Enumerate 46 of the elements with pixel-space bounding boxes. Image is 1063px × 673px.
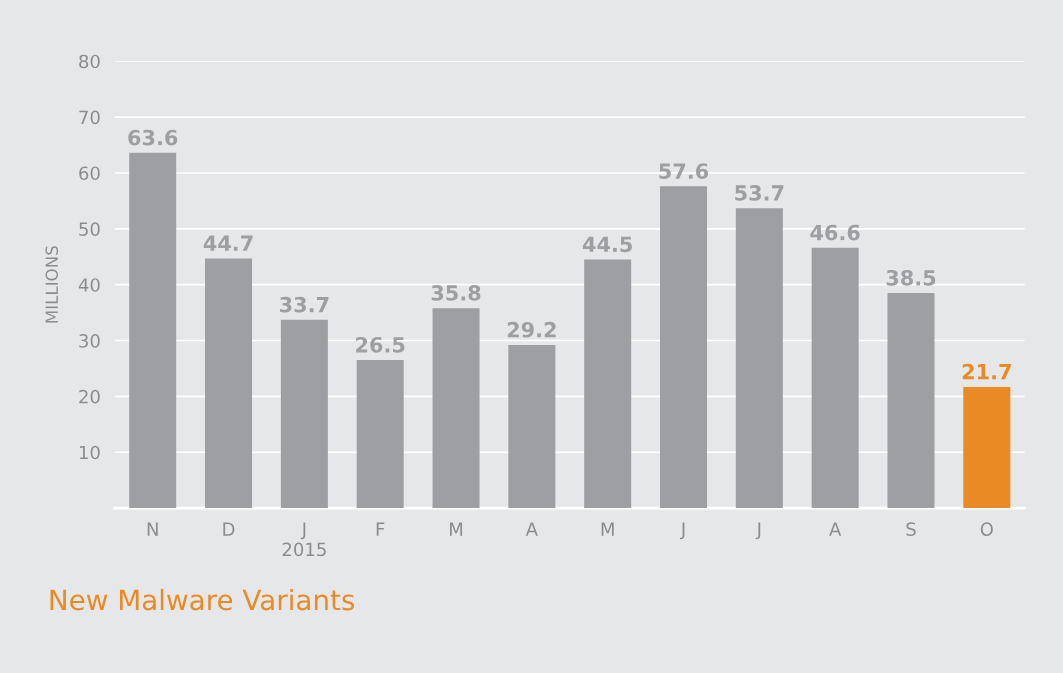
y-tick-label: 40	[78, 278, 100, 292]
y-tick-label: 70	[79, 110, 100, 125]
x-tick-label: A	[525, 522, 538, 536]
x-tick-label: J	[755, 522, 761, 540]
y-tick-label: 10	[79, 445, 100, 460]
bar	[508, 345, 556, 509]
data-label: 57.6	[659, 163, 709, 179]
x-tick-label: F	[376, 522, 385, 536]
x-tick-label: M	[450, 522, 463, 536]
x-tick-label: J 2015	[282, 522, 326, 557]
x-tick-label: S	[906, 522, 916, 536]
data-label: 33.7	[280, 296, 329, 313]
data-label: 44.5	[582, 236, 632, 253]
bar	[963, 386, 1011, 509]
data-label: 26.5	[356, 336, 405, 353]
bar	[735, 208, 783, 509]
bar	[811, 247, 859, 509]
x-tick-label: N	[147, 522, 158, 536]
y-tick-label: 20	[79, 389, 100, 404]
bar	[280, 319, 328, 509]
x-tick-label: J	[679, 522, 685, 540]
y-axis-title: MILLIONS	[45, 246, 59, 323]
data-label: 35.8	[431, 284, 481, 301]
data-label: 44.7	[203, 235, 253, 251]
y-tick-label: 60	[79, 166, 100, 181]
x-tick-label: M	[601, 522, 614, 536]
y-tick-label: 50	[79, 222, 100, 236]
data-label: 53.7	[735, 185, 784, 201]
data-label: 63.6	[128, 129, 178, 146]
text: New Malware Variants	[50, 588, 355, 611]
x-tick-label: A	[829, 522, 842, 536]
bar	[660, 186, 708, 509]
data-label: 29.2	[507, 321, 556, 338]
bar	[356, 360, 404, 509]
bar	[584, 259, 632, 509]
y-tick-label: 80	[79, 54, 100, 69]
x-tick-label: D	[223, 522, 235, 536]
data-label: 38.5	[886, 269, 936, 286]
data-label: 21.7	[962, 363, 1011, 380]
bar	[129, 152, 177, 509]
y-tick-label: 30	[79, 334, 100, 348]
bar	[887, 293, 935, 509]
bar	[432, 308, 480, 509]
bar	[205, 258, 253, 509]
data-label: 46.6	[810, 224, 860, 241]
x-tick-label: O	[980, 522, 993, 536]
